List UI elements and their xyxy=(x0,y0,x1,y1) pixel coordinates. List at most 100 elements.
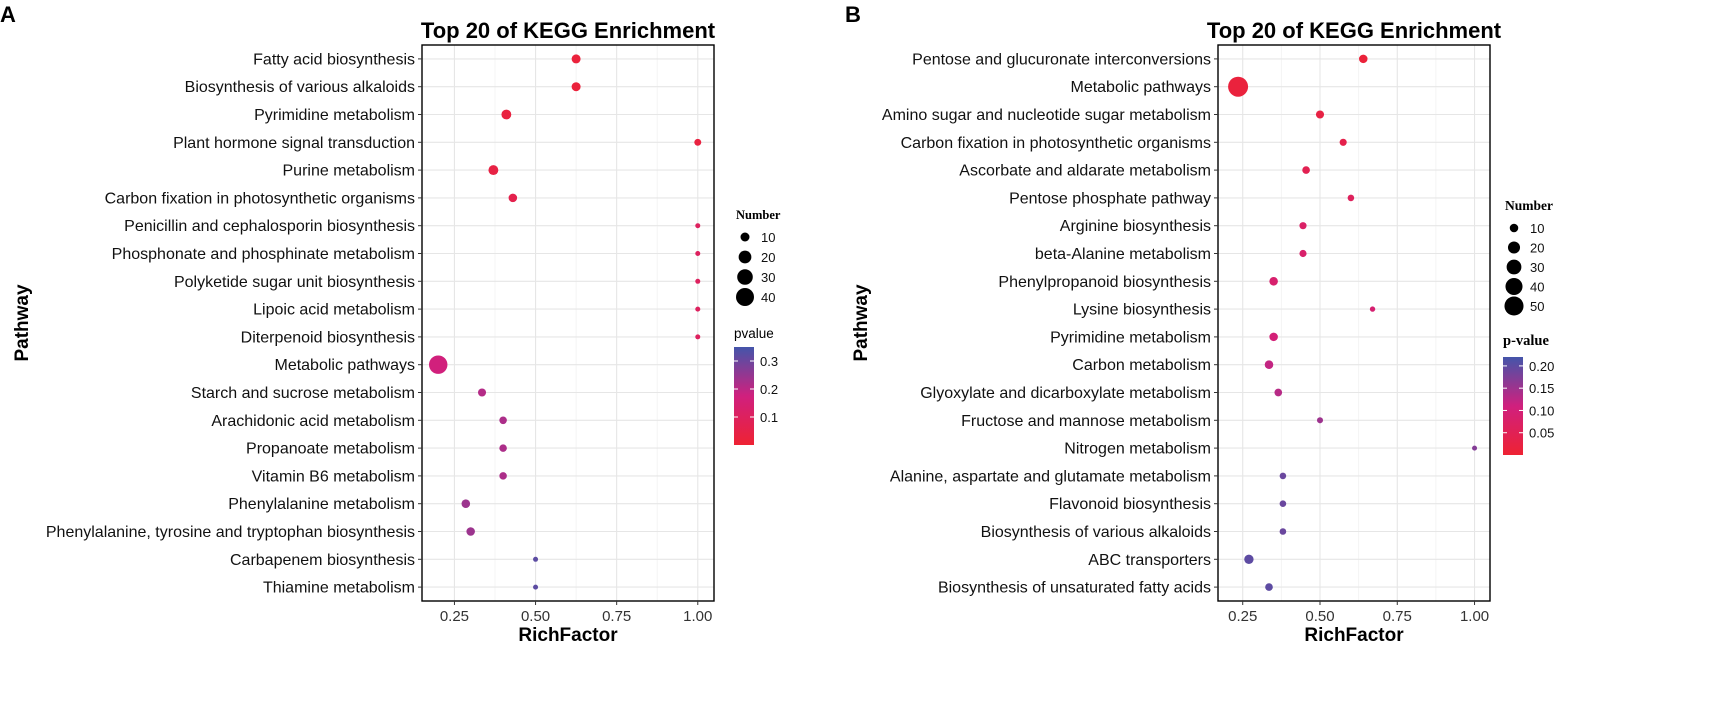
y-tick-label: Phosphonate and phosphinate metabolism xyxy=(112,246,415,263)
y-tick-label: Polyketide sugar unit biosynthesis xyxy=(174,274,415,291)
data-point xyxy=(461,499,471,508)
color-legend-label: 0.05 xyxy=(1529,426,1554,441)
size-legend-label: 50 xyxy=(1530,299,1544,314)
data-point xyxy=(488,165,499,176)
size-legend-key xyxy=(1504,296,1524,316)
y-tick-label: Vitamin B6 metabolism xyxy=(252,468,415,485)
y-tick-label: Carbapenem biosynthesis xyxy=(230,552,415,569)
y-tick-label: Biosynthesis of various alkaloids xyxy=(981,524,1211,541)
x-axis-label: RichFactor xyxy=(1304,625,1404,646)
data-point xyxy=(1279,500,1287,508)
y-tick-label: Penicillin and cephalosporin biosynthesi… xyxy=(124,218,415,235)
size-legend-key xyxy=(737,269,753,285)
plot-frame xyxy=(421,44,715,602)
data-point xyxy=(1299,222,1307,230)
y-tick-label: Pentose and glucuronate interconversions xyxy=(912,51,1211,68)
data-point xyxy=(1269,277,1278,286)
data-point xyxy=(499,472,507,480)
color-legend-label: 0.1 xyxy=(760,410,778,425)
panel-label: A xyxy=(0,2,16,27)
data-point xyxy=(499,444,507,452)
y-tick-label: beta-Alanine metabolism xyxy=(1035,246,1211,263)
data-point xyxy=(1244,554,1254,564)
y-tick-label: Metabolic pathways xyxy=(274,357,415,374)
x-axis-label: RichFactor xyxy=(518,625,618,646)
data-point xyxy=(1264,360,1274,369)
y-tick-label: Arginine biosynthesis xyxy=(1060,218,1211,235)
data-point xyxy=(571,54,581,64)
y-tick-label: Carbon metabolism xyxy=(1072,357,1211,374)
data-point xyxy=(533,556,539,562)
chart-panel-a: A Top 20 of KEGG Enrichment Fatty acid bio… xyxy=(0,2,781,646)
x-tick-label: 0.25 xyxy=(440,608,469,625)
y-tick-label: Fatty acid biosynthesis xyxy=(253,51,415,68)
y-tick-label: ABC transporters xyxy=(1088,552,1211,569)
data-point xyxy=(1315,110,1325,119)
x-tick-label: 1.00 xyxy=(1460,608,1489,625)
y-tick-label: Thiamine metabolism xyxy=(263,580,415,597)
size-legend-key xyxy=(1509,223,1519,233)
data-point xyxy=(508,193,518,203)
chart-panel-b: B Top 20 of KEGG Enrichment Pentose and gl… xyxy=(845,2,1554,646)
x-tick-label: 0.50 xyxy=(521,608,550,625)
y-tick-label: Metabolic pathways xyxy=(1070,79,1211,96)
size-legend-label: 10 xyxy=(1530,221,1544,236)
data-point xyxy=(1369,306,1376,312)
data-point xyxy=(695,278,701,284)
y-tick-label: Plant hormone signal transduction xyxy=(173,135,415,152)
size-legend-title: Number xyxy=(1505,198,1553,213)
size-legend-key xyxy=(740,232,750,242)
color-legend-label: 0.15 xyxy=(1529,381,1554,396)
y-tick-label: Lysine biosynthesis xyxy=(1073,302,1211,319)
data-point xyxy=(695,334,701,340)
color-legend-title: pvalue xyxy=(734,326,774,341)
data-point xyxy=(1279,528,1287,535)
data-point xyxy=(1274,388,1283,397)
color-legend-title: p-value xyxy=(1503,333,1549,349)
data-point xyxy=(1299,249,1307,258)
data-point xyxy=(1228,76,1249,97)
size-legend-label: 20 xyxy=(761,250,775,265)
data-point xyxy=(533,584,539,590)
chart-title: Top 20 of KEGG Enrichment xyxy=(1207,18,1502,43)
x-tick-label: 0.50 xyxy=(1305,608,1334,625)
plot-background xyxy=(1218,45,1490,601)
data-point xyxy=(1472,445,1478,451)
y-tick-label: Carbon fixation in photosynthetic organi… xyxy=(901,135,1211,152)
y-tick-label: Amino sugar and nucleotide sugar metabol… xyxy=(882,107,1211,124)
y-tick-label: Glyoxylate and dicarboxylate metabolism xyxy=(920,385,1211,402)
data-point xyxy=(571,82,581,92)
size-legend-title: Number xyxy=(736,208,781,222)
data-point xyxy=(1265,583,1273,591)
size-legend-key xyxy=(738,250,752,264)
y-tick-label: Carbon fixation in photosynthetic organi… xyxy=(105,190,415,207)
panel-label: B xyxy=(845,2,861,27)
y-tick-label: Alanine, aspartate and glutamate metabol… xyxy=(890,468,1211,485)
plot-frame xyxy=(1217,44,1491,602)
y-tick-label: Pyrimidine metabolism xyxy=(1050,329,1211,346)
x-tick-label: 0.75 xyxy=(602,608,631,625)
x-tick-label: 0.25 xyxy=(1228,608,1257,625)
y-tick-label: Phenylalanine metabolism xyxy=(228,496,415,513)
y-tick-label: Biosynthesis of various alkaloids xyxy=(185,79,415,96)
y-tick-label: Fructose and mannose metabolism xyxy=(961,413,1211,430)
y-tick-label: Phenylpropanoid biosynthesis xyxy=(998,274,1211,291)
data-point xyxy=(1316,417,1324,424)
y-tick-label: Flavonoid biosynthesis xyxy=(1049,496,1211,513)
color-legend-bar xyxy=(1503,357,1523,455)
y-tick-label: Lipoic acid metabolism xyxy=(253,302,415,319)
plot-background xyxy=(422,45,714,601)
size-legend-key xyxy=(1507,241,1521,254)
size-legend-key xyxy=(736,288,754,306)
size-legend-key xyxy=(1505,277,1523,296)
data-point xyxy=(695,251,701,256)
x-tick-label: 1.00 xyxy=(683,608,712,625)
color-legend-label: 0.10 xyxy=(1529,403,1554,418)
y-tick-label: Purine metabolism xyxy=(283,163,416,180)
y-tick-label: Starch and sucrose metabolism xyxy=(191,385,415,402)
data-point xyxy=(694,138,702,146)
size-legend-label: 30 xyxy=(761,270,775,285)
y-tick-label: Phenylalanine, tyrosine and tryptophan b… xyxy=(46,524,415,541)
data-point xyxy=(1347,194,1355,202)
size-legend-label: 40 xyxy=(1530,280,1544,295)
